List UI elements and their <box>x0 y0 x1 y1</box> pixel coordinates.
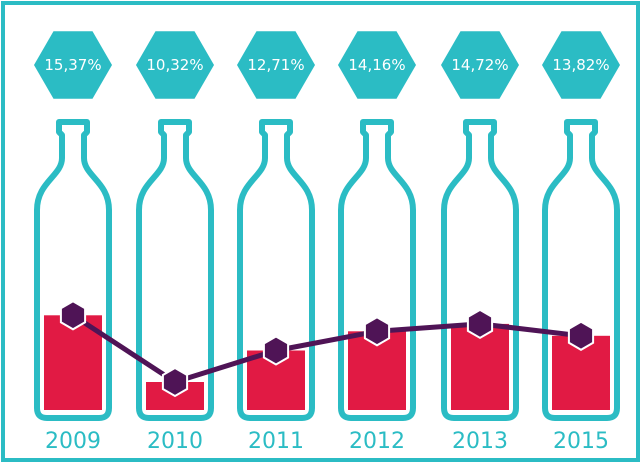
value-hexagon-2015 <box>542 31 620 99</box>
year-label-2010: 2010 <box>147 429 203 454</box>
value-hexagon-2010 <box>136 31 214 99</box>
value-label-2013: 14,72% <box>451 56 508 74</box>
year-label-2011: 2011 <box>248 429 304 454</box>
value-label-2011: 12,71% <box>247 56 304 74</box>
marker-2011 <box>262 335 290 366</box>
bar-2009 <box>44 315 102 410</box>
value-hexagon-2009 <box>34 31 112 99</box>
marker-2015 <box>567 320 595 351</box>
trend-line-layer <box>71 313 582 385</box>
value-hexagon-2012 <box>338 31 416 99</box>
bottles-layer <box>34 119 620 421</box>
year-label-2012: 2012 <box>349 429 405 454</box>
value-hexagons-layer: 15,37% 10,32% 12,71% 14,16% 14,72% 13,82% <box>34 31 620 99</box>
marker-2009 <box>59 300 87 331</box>
bottle-outline-2015 <box>542 119 620 421</box>
value-label-2012: 14,16% <box>348 56 405 74</box>
value-label-2010: 10,32% <box>146 56 203 74</box>
value-hexagon-2011 <box>237 31 315 99</box>
bottle-outline-2010 <box>136 119 214 421</box>
marker-2013 <box>466 308 494 340</box>
year-label-2013: 2013 <box>452 429 508 454</box>
year-label-2015: 2015 <box>553 429 609 454</box>
bottle-outline-2009 <box>34 119 112 421</box>
bottle-outline-2011 <box>237 119 315 421</box>
value-hexagon-2013 <box>441 31 519 99</box>
year-labels-layer: 2009 2010 2011 2012 2013 2015 <box>45 429 609 454</box>
value-label-2015: 13,82% <box>552 56 609 74</box>
bottle-outline-2012 <box>338 119 416 421</box>
trend-line <box>71 313 582 385</box>
bottle-outline-2013 <box>441 119 519 421</box>
year-label-2009: 2009 <box>45 429 101 454</box>
marker-2010 <box>161 366 189 398</box>
value-label-2009: 15,37% <box>44 56 101 74</box>
marker-2012 <box>363 316 391 347</box>
markers-layer <box>59 300 595 398</box>
